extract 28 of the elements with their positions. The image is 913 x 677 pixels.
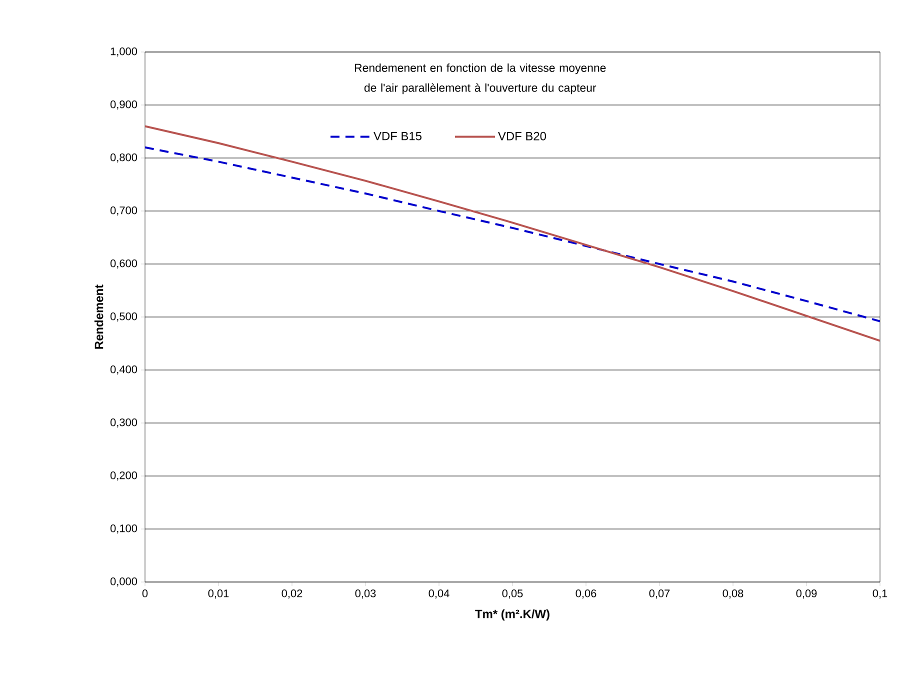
x-tick-label: 0,05	[502, 590, 523, 599]
x-tick-label: 0,06	[576, 590, 596, 599]
legend-label: VDF B15	[374, 132, 422, 140]
y-tick-label: 0,200	[110, 471, 138, 481]
x-tick-label: 0,03	[355, 590, 376, 599]
x-tick-label: 0,1	[872, 590, 888, 599]
x-tick-label: 0,07	[649, 590, 670, 599]
y-tick-label: 0,400	[110, 365, 138, 375]
legend-label: VDF B20	[498, 132, 546, 140]
x-tick-label: 0,04	[428, 590, 450, 599]
x-tick-label: 0,09	[796, 590, 817, 599]
x-axis-title: Tm* (m².K/W)	[475, 609, 550, 621]
line-series	[145, 146, 880, 322]
y-tick-label: 0,000	[110, 577, 138, 587]
y-tick-label: 0,100	[110, 524, 138, 534]
x-tick-label: 0,02	[282, 590, 302, 599]
x-tick-label: 0	[142, 590, 148, 598]
y-tick-label: 0,300	[110, 418, 138, 428]
y-tick-label: 0,700	[110, 206, 138, 216]
y-tick-label: 0,600	[110, 259, 138, 269]
text: Rendemenent en fonction de la vitesse moyenne de l'air parallèlement à l'ouverture du capteur	[354, 63, 606, 94]
y-axis-title: Rendement	[94, 284, 104, 349]
y-tick-label: 0,900	[110, 100, 138, 110]
y-tick-label: 0,500	[110, 312, 138, 322]
y-tick-label: 1,000	[110, 47, 138, 57]
y-tick-label: 0,800	[110, 153, 138, 163]
x-tick-label: 0,01	[208, 590, 229, 599]
x-tick-label: 0,08	[722, 590, 744, 599]
